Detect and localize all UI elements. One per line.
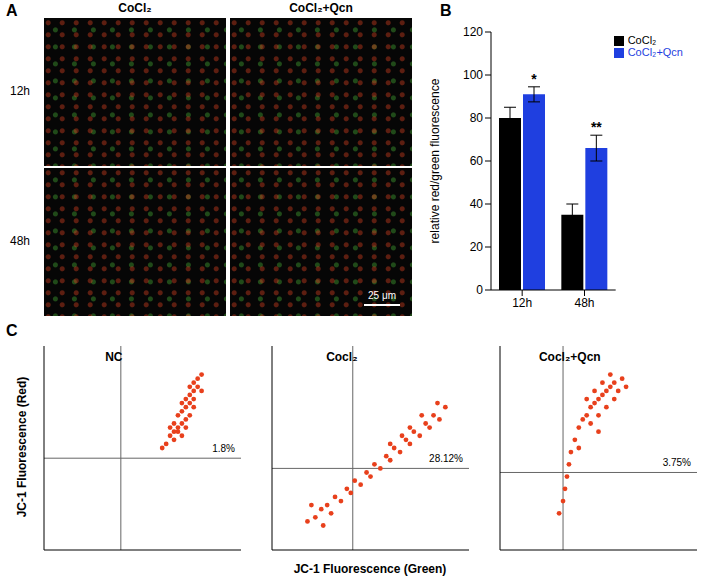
svg-text:*: * xyxy=(531,71,537,87)
html-text:CoCl₂+Qcn: CoCl₂+Qcn xyxy=(627,46,683,59)
html-text:Cocl₂: Cocl₂ xyxy=(326,350,358,364)
html-text:A: A xyxy=(6,2,18,19)
svg-text:relative red/green fluorescenc: relative red/green fluorescence xyxy=(428,78,442,243)
html-text:CoCl₂: CoCl₂ xyxy=(627,34,657,46)
svg-text:120: 120 xyxy=(463,25,483,39)
html-text:CoCl₂+Qcn: CoCl₂+Qcn xyxy=(289,1,353,15)
svg-text:3.75%: 3.75% xyxy=(663,457,691,468)
html-text:48h: 48h xyxy=(10,234,30,248)
svg-text:60: 60 xyxy=(470,154,484,168)
svg-text:**: ** xyxy=(591,119,602,135)
html-text:Cocl₂+Qcn: Cocl₂+Qcn xyxy=(539,350,601,364)
html-text:CoCl₂: CoCl₂ xyxy=(118,1,152,15)
svg-text:40: 40 xyxy=(470,197,484,211)
html-text:B: B xyxy=(440,2,452,19)
html-text:12h: 12h xyxy=(10,84,30,98)
svg-text:48h: 48h xyxy=(574,296,594,310)
svg-text:80: 80 xyxy=(470,111,484,125)
svg-text:0: 0 xyxy=(476,283,483,297)
svg-text:100: 100 xyxy=(463,68,483,82)
svg-text:1.8%: 1.8% xyxy=(212,443,235,454)
html-text:NC: NC xyxy=(105,350,123,364)
html-text:JC-1 Fluorescence (Green): JC-1 Fluorescence (Green) xyxy=(293,562,447,576)
html-text:25 μm: 25 μm xyxy=(368,290,396,301)
svg-text:12h: 12h xyxy=(512,296,532,310)
html-text:C: C xyxy=(6,322,18,339)
svg-text:20: 20 xyxy=(470,240,484,254)
html-text:JC-1 Fluorescence (Red): JC-1 Fluorescence (Red) xyxy=(15,376,29,518)
svg-text:28.12%: 28.12% xyxy=(429,453,463,464)
